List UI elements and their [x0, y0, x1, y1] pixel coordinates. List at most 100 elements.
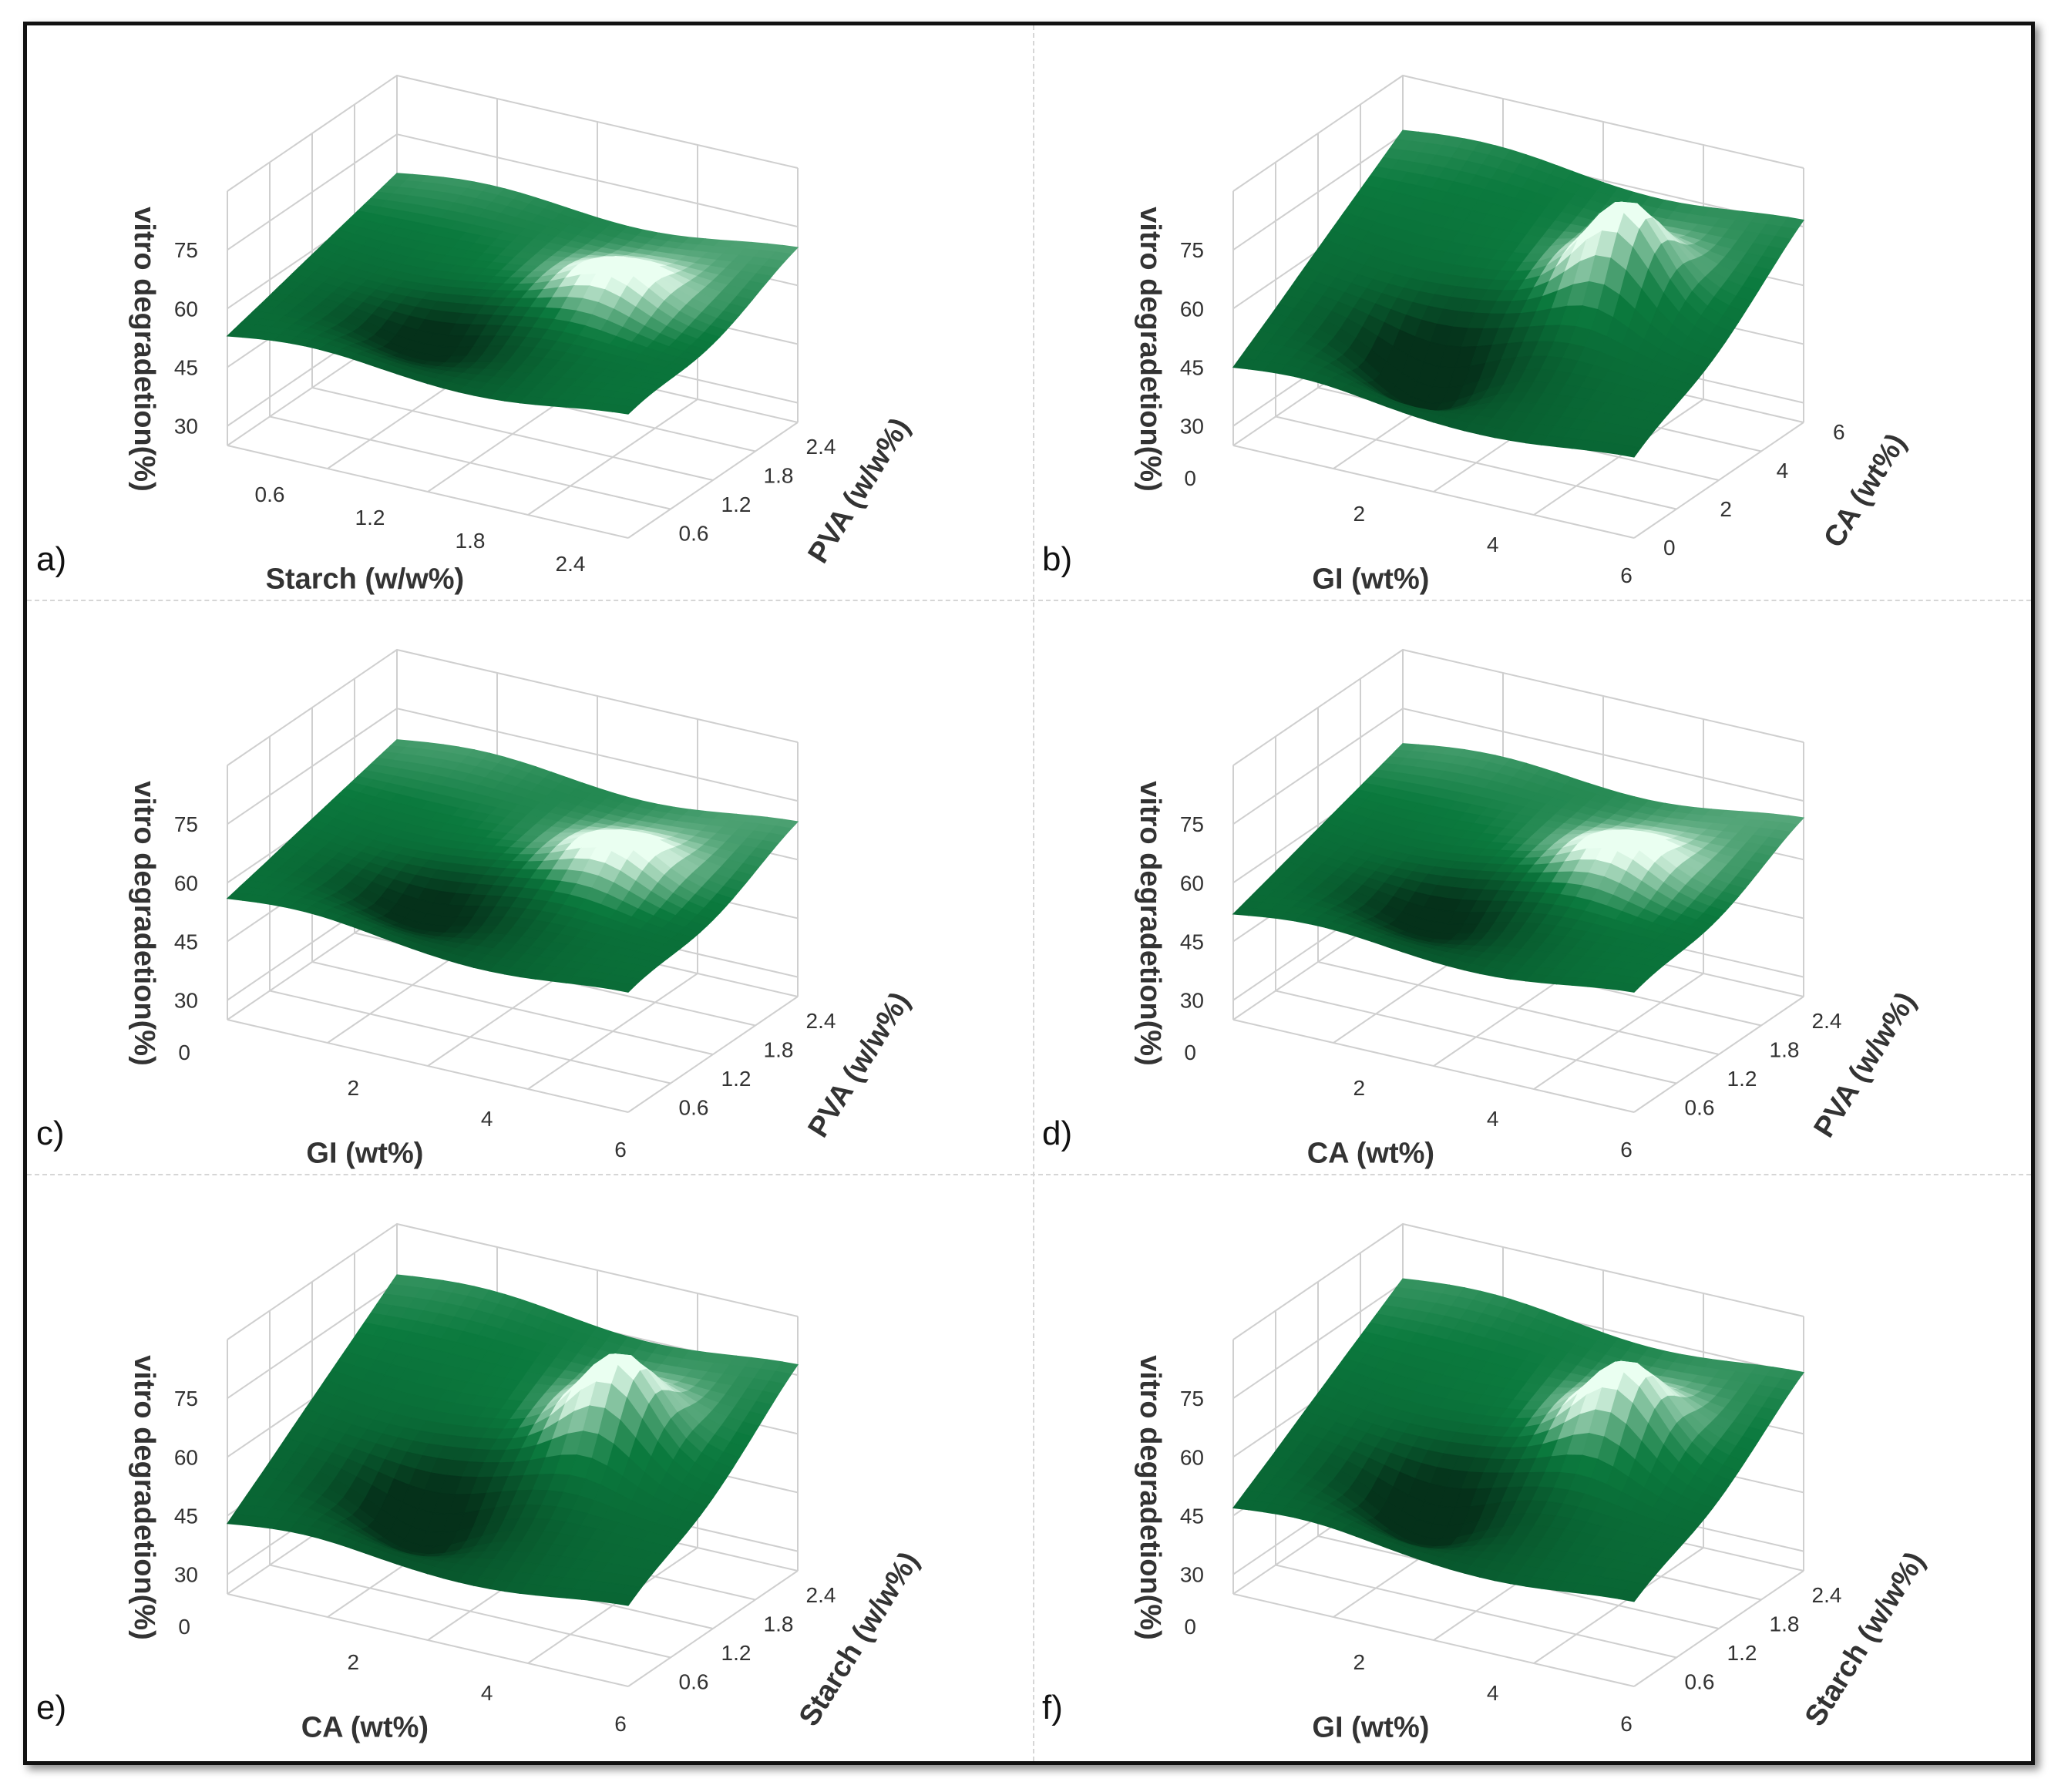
x-tick-label: 6	[1620, 563, 1633, 587]
surface-plot-d: 75 60 45 30 0 2 4 6 0.6 1.2 1.8 2.4 vitro degradetio…	[1134, 648, 1922, 1169]
y-tick-label: 2.4	[1812, 1009, 1842, 1033]
surface-plot-e: 75 60 45 30 0 2 4 6 0.6 1.2 1.8 2.4 vitro degradetio…	[128, 1222, 926, 1743]
divider-vertical	[1033, 25, 1034, 1761]
y-axis-title: Starch (w/w%)	[793, 1546, 926, 1732]
x-tick-label: 4	[1487, 1107, 1499, 1131]
panel-label: e)	[36, 1689, 67, 1726]
wall-grid-line	[227, 133, 799, 250]
tick-labels: 75 60 45 30 0.6 1.2 1.8 2.4 0.6 1.2 1.8 2.4	[174, 238, 836, 576]
z-tick-label: 30	[1180, 1563, 1204, 1587]
y-tick-label: 2.4	[806, 435, 836, 459]
y-tick-label: 1.8	[764, 1037, 794, 1061]
surface-mesh	[1232, 1278, 1805, 1602]
z-tick-label: 0	[178, 1041, 190, 1064]
z-tick-label: 60	[1180, 297, 1204, 321]
z-axis-title: vitro degradetion(%)	[128, 1355, 160, 1639]
z-tick-label: 75	[174, 812, 198, 836]
z-tick-label: 45	[174, 355, 198, 379]
z-tick-label: 0	[1184, 1615, 1196, 1639]
chart-panel-a: 75 60 45 30 0.6 1.2 1.8 2.4 0.6 1.2 1.8 2.4 vitro de…	[27, 25, 1033, 611]
x-tick-label: 2	[348, 1650, 360, 1674]
y-tick-label: 1.8	[1770, 1612, 1800, 1636]
divider-horizontal-1	[27, 600, 2031, 601]
x-tick-label: 2	[1353, 1076, 1366, 1100]
x-axis-title: GI (wt%)	[306, 1137, 423, 1169]
z-axis-title: vitro degradetion(%)	[128, 207, 160, 491]
y-tick-label: 1.2	[721, 1067, 752, 1091]
wall-grid-line	[1232, 1222, 1804, 1340]
wall-grid-line	[227, 648, 799, 766]
y-tick-label: 0.6	[1685, 1669, 1715, 1693]
z-tick-label: 30	[1180, 415, 1204, 439]
x-axis-title: CA (wt%)	[1307, 1137, 1434, 1169]
surface-patch	[611, 405, 636, 415]
y-axis-title: Starch (w/w%)	[1799, 1546, 1932, 1732]
x-tick-label: 0.6	[255, 482, 285, 506]
y-tick-label: 1.2	[721, 1641, 752, 1665]
x-tick-label: 4	[481, 1681, 493, 1705]
z-tick-label: 45	[1180, 355, 1204, 379]
chart-panel-f: 75 60 45 30 0 2 4 6 0.6 1.2 1.8 2.4 vitro degradetio…	[1033, 1174, 2039, 1760]
x-tick-label: 4	[1487, 533, 1499, 556]
surface-patch	[1617, 983, 1642, 993]
y-tick-label: 1.8	[764, 1612, 794, 1636]
panel-label: b)	[1042, 540, 1073, 578]
floor-grid-line	[311, 961, 714, 1055]
x-tick-label: 1.2	[355, 506, 385, 530]
surface-mesh	[226, 739, 799, 993]
floor-grid-line	[627, 1570, 799, 1687]
y-tick-label: 1.8	[1770, 1037, 1800, 1061]
surface-mesh	[1232, 129, 1805, 458]
z-tick-label: 75	[174, 1387, 198, 1410]
y-tick-label: 1.2	[1727, 1641, 1757, 1665]
y-axis-title: CA (wt%)	[1817, 428, 1912, 553]
x-tick-label: 4	[481, 1107, 493, 1131]
y-tick-label: 4	[1777, 459, 1789, 482]
floor-grid-line	[627, 422, 799, 539]
tick-labels: 75 60 45 30 0 2 4 6 0.6 1.2 1.8 2.4	[1180, 1387, 1842, 1736]
z-tick-label: 30	[174, 415, 198, 439]
tick-labels: 75 60 45 30 0 2 4 6 0.6 1.2 1.8 2.4	[1180, 812, 1842, 1162]
z-axis-title: vitro degradetion(%)	[1134, 1355, 1166, 1639]
z-tick-label: 45	[1180, 1504, 1204, 1528]
chart-panel-e: 75 60 45 30 0 2 4 6 0.6 1.2 1.8 2.4 vitro degradetio…	[27, 1174, 1033, 1760]
z-tick-label: 60	[1180, 871, 1204, 895]
z-tick-label: 0	[1184, 1041, 1196, 1064]
z-tick-label: 60	[174, 1445, 198, 1469]
x-tick-label: 2.4	[556, 552, 586, 576]
z-tick-label: 30	[174, 1563, 198, 1587]
x-axis-title: CA (wt%)	[301, 1711, 429, 1743]
wall-grid-line	[227, 1222, 799, 1340]
y-tick-label: 0.6	[679, 1095, 709, 1119]
surface-mesh	[1232, 743, 1805, 993]
surface-plot-f: 75 60 45 30 0 2 4 6 0.6 1.2 1.8 2.4 vitro degradetio…	[1134, 1222, 1932, 1743]
floor-grid-line	[311, 387, 714, 481]
panel-label: c)	[36, 1115, 65, 1152]
z-axis-title: vitro degradetion(%)	[128, 781, 160, 1065]
tick-labels: 75 60 45 30 0 2 4 6 0.6 1.2 1.8 2.4	[174, 812, 836, 1162]
y-tick-label: 0	[1663, 536, 1676, 560]
z-tick-label: 30	[174, 989, 198, 1013]
z-axis-title: vitro degradetion(%)	[1134, 207, 1166, 491]
floor-grid-line	[1533, 973, 1704, 1090]
x-tick-label: 2	[348, 1076, 360, 1100]
y-tick-label: 2	[1720, 497, 1732, 521]
floor-grid-line	[1533, 1547, 1704, 1664]
surface-patch	[1617, 1589, 1642, 1602]
wall-grid-line	[1232, 74, 1804, 192]
figure-frame: 75 60 45 30 0.6 1.2 1.8 2.4 0.6 1.2 1.8 2.4 vitro de…	[23, 22, 2035, 1765]
z-tick-label: 0	[1184, 466, 1196, 490]
x-axis-title: GI (wt%)	[1312, 1711, 1429, 1743]
wall-grid-line	[1232, 648, 1804, 766]
x-tick-label: 6	[1620, 1138, 1633, 1162]
z-tick-label: 75	[1180, 238, 1204, 262]
y-tick-label: 0.6	[1685, 1095, 1715, 1119]
x-axis-title: GI (wt%)	[1312, 563, 1429, 595]
z-axis-title: vitro degradetion(%)	[1134, 781, 1166, 1065]
tick-labels: 75 60 45 30 0 2 4 6 0.6 1.2 1.8 2.4	[174, 1387, 836, 1736]
wall-grid-line	[1232, 708, 1804, 825]
surface-patch	[611, 982, 636, 993]
floor-grid-line	[1633, 1570, 1804, 1687]
